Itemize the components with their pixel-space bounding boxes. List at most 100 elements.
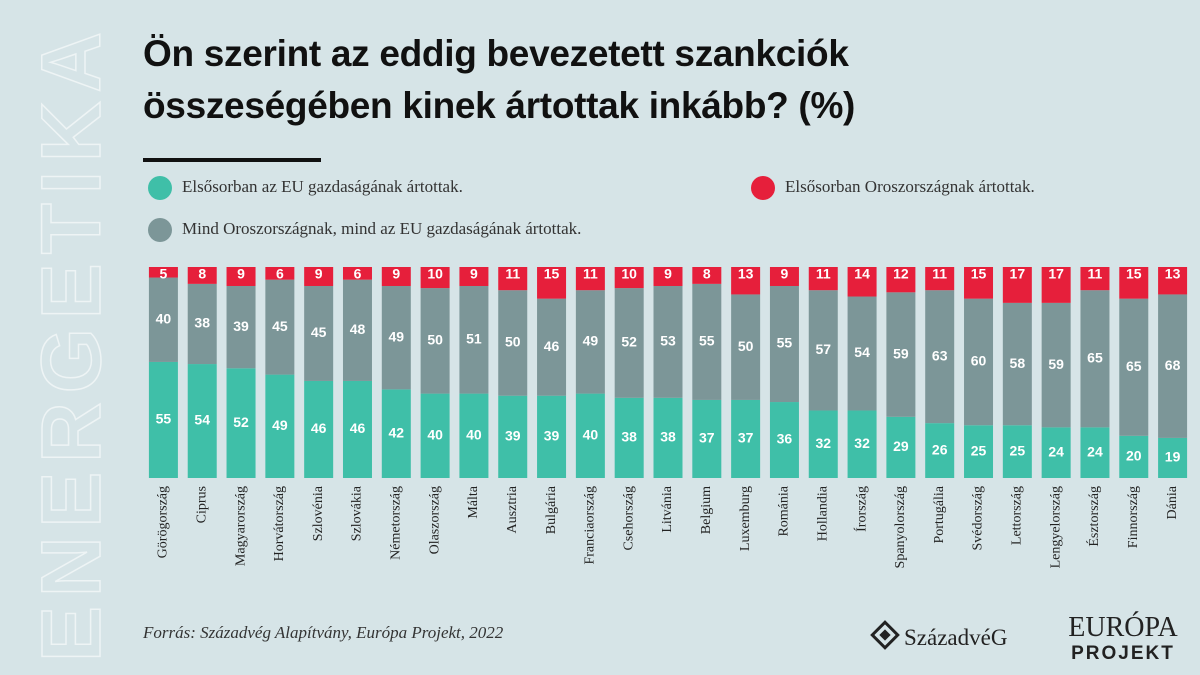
bar-segment	[187, 267, 217, 284]
bar-segment	[964, 425, 994, 478]
bar-segment	[1041, 302, 1071, 428]
x-tick-label: Franciaország	[583, 486, 598, 565]
bar-segment	[692, 399, 722, 478]
bar-segment	[925, 290, 955, 424]
x-tick-label: Litvánia	[660, 485, 675, 532]
data-label: 50	[505, 334, 521, 350]
data-label: 29	[893, 438, 909, 454]
data-label: 52	[621, 334, 637, 350]
bar-segment	[769, 267, 799, 286]
x-tick-label: Csehország	[621, 486, 636, 551]
bar-segment	[148, 361, 178, 478]
data-label: 58	[1010, 355, 1026, 371]
data-label: 60	[971, 353, 987, 369]
x-tick-label: Ausztria	[505, 485, 520, 533]
bar-segment	[1080, 267, 1110, 291]
bar-segment	[808, 410, 838, 478]
data-label: 46	[544, 338, 560, 354]
data-label: 55	[777, 335, 793, 351]
bar-segment	[498, 395, 528, 478]
data-label: 40	[583, 427, 599, 443]
x-tick-label: Málta	[466, 485, 481, 518]
bar-segment	[614, 397, 644, 478]
bar-segment	[187, 283, 217, 365]
data-label: 59	[893, 345, 909, 361]
x-tick-label: Írország	[852, 486, 869, 532]
logo-text: PROJEKT	[1071, 643, 1175, 664]
data-label: 36	[777, 431, 793, 447]
data-label: 6	[354, 266, 362, 282]
bar-segment	[498, 290, 528, 396]
x-tick-label: Németország	[389, 486, 404, 560]
bar-segment	[1080, 427, 1110, 478]
legend-swatch	[751, 176, 775, 200]
data-label: 26	[932, 441, 948, 457]
logo-szazadveg	[870, 620, 900, 650]
data-label: 8	[703, 266, 711, 282]
data-label: 17	[1048, 266, 1064, 282]
data-label: 46	[350, 420, 366, 436]
bar-segment	[265, 267, 295, 280]
data-label: 10	[621, 266, 637, 282]
x-tick-label: Svédország	[971, 486, 986, 551]
x-tick-label: Finnország	[1126, 486, 1141, 548]
legend-label: Mind Oroszországnak, mind az EU gazdaság…	[182, 219, 581, 238]
legend-label: Elsősorban Oroszországnak ártottak.	[785, 177, 1035, 196]
data-label: 68	[1165, 357, 1181, 373]
x-tick-label: Olaszország	[427, 486, 442, 554]
bar-segment	[731, 267, 761, 295]
bar-segment	[1119, 298, 1149, 436]
bar-segment	[459, 267, 489, 286]
data-label: 9	[237, 266, 245, 282]
x-tick-label: Luxemburg	[738, 486, 753, 551]
data-label: 39	[505, 428, 521, 444]
data-label: 9	[315, 266, 323, 282]
legend-swatch	[148, 218, 172, 242]
data-label: 9	[470, 266, 478, 282]
data-label: 9	[781, 266, 789, 282]
data-label: 42	[389, 424, 405, 440]
bar-segment	[886, 267, 916, 293]
data-label: 9	[664, 266, 672, 282]
bar-segment	[420, 393, 450, 478]
data-label: 17	[1010, 266, 1026, 282]
data-label: 24	[1087, 443, 1103, 459]
data-label: 53	[660, 333, 676, 349]
bar-segment	[226, 267, 256, 286]
bar-segment	[886, 416, 916, 478]
data-label: 46	[311, 420, 327, 436]
data-label: 8	[198, 266, 206, 282]
bar-segment	[1158, 267, 1188, 295]
bar-segment	[769, 285, 799, 403]
data-label: 11	[583, 266, 598, 282]
data-label: 13	[1165, 266, 1181, 282]
bar-segment	[1119, 435, 1149, 478]
bar-segment	[1119, 267, 1149, 299]
legend-swatch	[148, 176, 172, 200]
data-label: 37	[699, 430, 715, 446]
bar-segment	[847, 296, 877, 411]
x-tick-label: Lengyelország	[1048, 486, 1063, 568]
bar-segment	[925, 267, 955, 291]
logo-text: SzázadvéG	[904, 625, 1007, 650]
bar-segment	[575, 393, 605, 478]
x-tick-label: Görögország	[156, 486, 171, 558]
bar-segment	[964, 267, 994, 299]
data-label: 15	[971, 266, 987, 282]
x-tick-label: Szlovénia	[311, 485, 326, 541]
bar-segment	[731, 399, 761, 478]
data-label: 11	[816, 266, 831, 282]
bar-segment	[381, 267, 411, 286]
data-label: 55	[156, 411, 172, 427]
x-tick-label: Ciprus	[194, 486, 209, 523]
data-label: 54	[194, 412, 210, 428]
bar-segment	[148, 267, 178, 278]
bar-segment	[420, 288, 450, 394]
bar-segment	[964, 298, 994, 426]
bar-segment	[1158, 437, 1188, 478]
side-label: ENERGETIKA	[24, 32, 118, 662]
data-label: 20	[1126, 448, 1142, 464]
bar-segment	[847, 267, 877, 297]
data-label: 59	[1048, 356, 1064, 372]
